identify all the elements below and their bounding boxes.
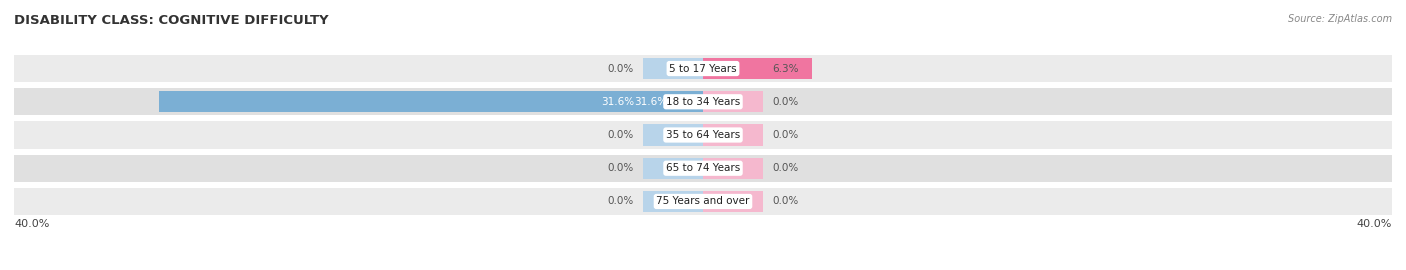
- Text: 31.6%: 31.6%: [634, 97, 668, 107]
- Text: 40.0%: 40.0%: [1357, 219, 1392, 229]
- Bar: [14, 188, 1392, 215]
- Text: 75 Years and over: 75 Years and over: [657, 197, 749, 207]
- Text: 0.0%: 0.0%: [607, 130, 634, 140]
- Text: 5 to 17 Years: 5 to 17 Years: [669, 63, 737, 73]
- Text: 0.0%: 0.0%: [772, 97, 799, 107]
- Text: 65 to 74 Years: 65 to 74 Years: [666, 163, 740, 173]
- Bar: [703, 158, 763, 179]
- Text: 0.0%: 0.0%: [772, 130, 799, 140]
- Bar: [159, 91, 703, 112]
- Bar: [703, 191, 763, 212]
- Bar: [703, 58, 811, 79]
- Bar: [14, 88, 1392, 115]
- Bar: [14, 155, 1392, 182]
- Text: 0.0%: 0.0%: [772, 163, 799, 173]
- Text: 0.0%: 0.0%: [607, 63, 634, 73]
- Text: Source: ZipAtlas.com: Source: ZipAtlas.com: [1288, 14, 1392, 23]
- Bar: [703, 91, 763, 112]
- Bar: [703, 124, 763, 146]
- Bar: [14, 122, 1392, 148]
- Text: 0.0%: 0.0%: [607, 197, 634, 207]
- Bar: [643, 58, 703, 79]
- Text: 18 to 34 Years: 18 to 34 Years: [666, 97, 740, 107]
- Bar: [14, 55, 1392, 82]
- Text: 0.0%: 0.0%: [607, 163, 634, 173]
- Text: 0.0%: 0.0%: [772, 197, 799, 207]
- Text: DISABILITY CLASS: COGNITIVE DIFFICULTY: DISABILITY CLASS: COGNITIVE DIFFICULTY: [14, 14, 329, 26]
- Text: 31.6%: 31.6%: [600, 97, 634, 107]
- Bar: [643, 124, 703, 146]
- Text: 6.3%: 6.3%: [772, 63, 799, 73]
- Bar: [643, 158, 703, 179]
- Text: 35 to 64 Years: 35 to 64 Years: [666, 130, 740, 140]
- Text: 40.0%: 40.0%: [14, 219, 49, 229]
- Bar: [643, 191, 703, 212]
